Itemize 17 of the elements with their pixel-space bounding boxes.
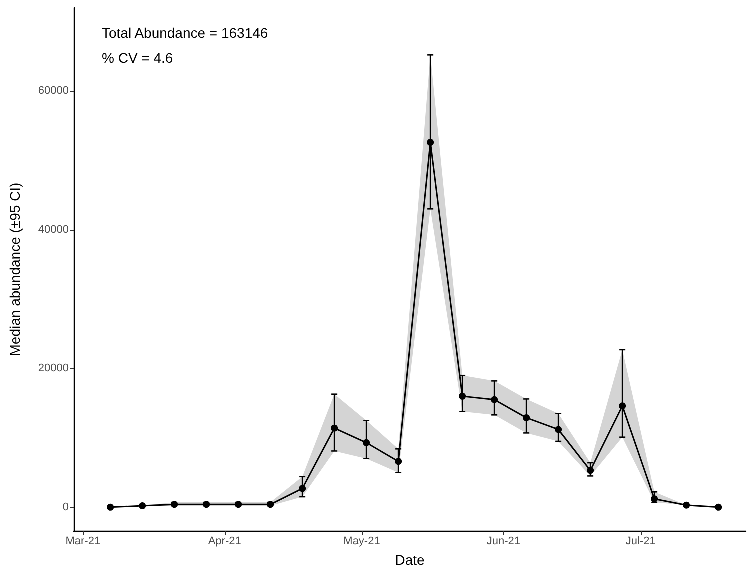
x-tick-label: Jun-21: [486, 536, 521, 548]
annotation: Total Abundance = 163146: [102, 25, 268, 41]
x-tick-label: Apr-21: [208, 536, 242, 548]
x-axis-title: Date: [395, 552, 425, 568]
point: [107, 504, 114, 511]
point: [715, 504, 722, 511]
y-tick-label: 40000: [38, 224, 69, 236]
y-tick-label: 20000: [38, 362, 69, 375]
y-tick-label: 0: [62, 501, 69, 514]
x-tick-label: May-21: [344, 536, 380, 548]
y-axis-title: Median abundance (±95 CI): [7, 182, 23, 356]
y-tick-label: 60000: [38, 85, 69, 98]
point: [683, 502, 690, 509]
x-tick-label: Jul-21: [626, 536, 656, 548]
point: [139, 502, 146, 510]
x-tick-label: Mar-21: [66, 536, 101, 548]
annotation: % CV = 4.6: [102, 50, 174, 66]
